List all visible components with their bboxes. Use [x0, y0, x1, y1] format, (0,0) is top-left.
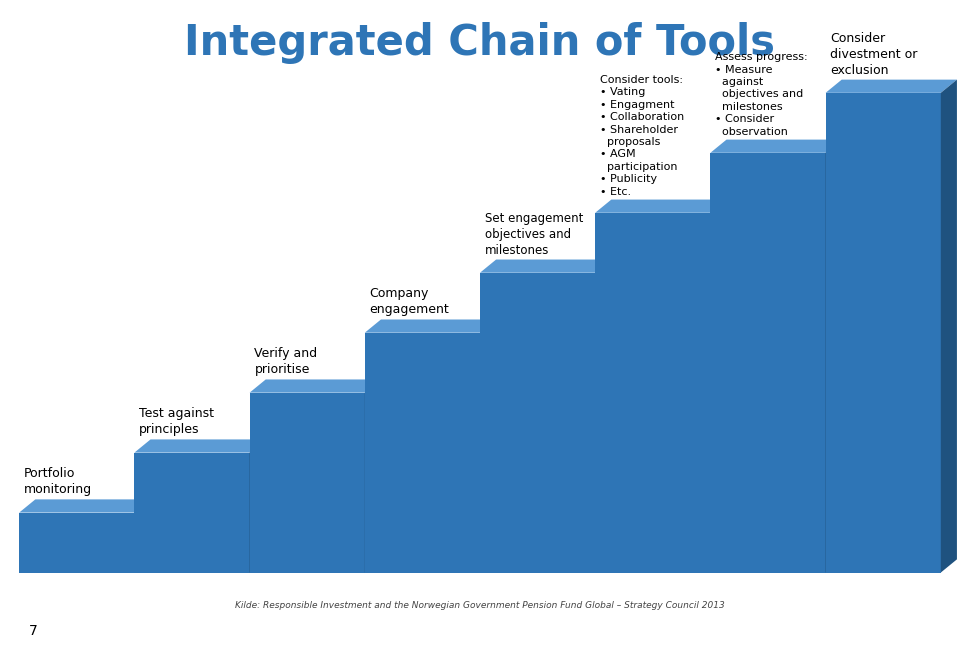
Polygon shape	[941, 79, 957, 572]
Polygon shape	[365, 333, 480, 572]
Text: Consider
divestment or
exclusion: Consider divestment or exclusion	[830, 32, 918, 77]
Polygon shape	[365, 320, 496, 333]
Polygon shape	[19, 499, 151, 512]
Text: Company
engagement: Company engagement	[370, 287, 449, 317]
Polygon shape	[19, 512, 134, 572]
Text: Integrated Chain of Tools: Integrated Chain of Tools	[184, 21, 776, 64]
Text: Test against
principles: Test against principles	[139, 408, 214, 437]
Polygon shape	[710, 200, 727, 572]
Text: Kilde: Responsible Investment and the Norwegian Government Pension Fund Global –: Kilde: Responsible Investment and the No…	[235, 601, 725, 610]
Polygon shape	[134, 439, 266, 453]
Text: Set engagement
objectives and
milestones: Set engagement objectives and milestones	[485, 211, 584, 256]
Polygon shape	[480, 260, 612, 273]
Text: Portfolio
monitoring: Portfolio monitoring	[24, 468, 92, 496]
Text: 7: 7	[29, 625, 37, 638]
Polygon shape	[134, 453, 250, 572]
Polygon shape	[595, 260, 612, 572]
Polygon shape	[595, 200, 727, 213]
Polygon shape	[826, 79, 957, 93]
Polygon shape	[710, 140, 842, 153]
Polygon shape	[250, 379, 381, 393]
Polygon shape	[134, 499, 151, 572]
Text: Consider tools:
• Vating
• Engagment
• Collaboration
• Shareholder
  proposals
•: Consider tools: • Vating • Engagment • C…	[600, 75, 684, 196]
Text: Assess progress:
• Measure
  against
  objectives and
  milestones
• Consider
  : Assess progress: • Measure against objec…	[715, 52, 808, 136]
Polygon shape	[365, 379, 381, 572]
Polygon shape	[250, 439, 266, 572]
Polygon shape	[250, 393, 365, 572]
Polygon shape	[826, 140, 842, 572]
Polygon shape	[480, 320, 496, 572]
Text: Verify and
prioritise: Verify and prioritise	[254, 348, 318, 377]
Polygon shape	[480, 273, 595, 572]
Polygon shape	[595, 213, 710, 572]
Polygon shape	[826, 93, 941, 572]
Polygon shape	[710, 153, 826, 572]
